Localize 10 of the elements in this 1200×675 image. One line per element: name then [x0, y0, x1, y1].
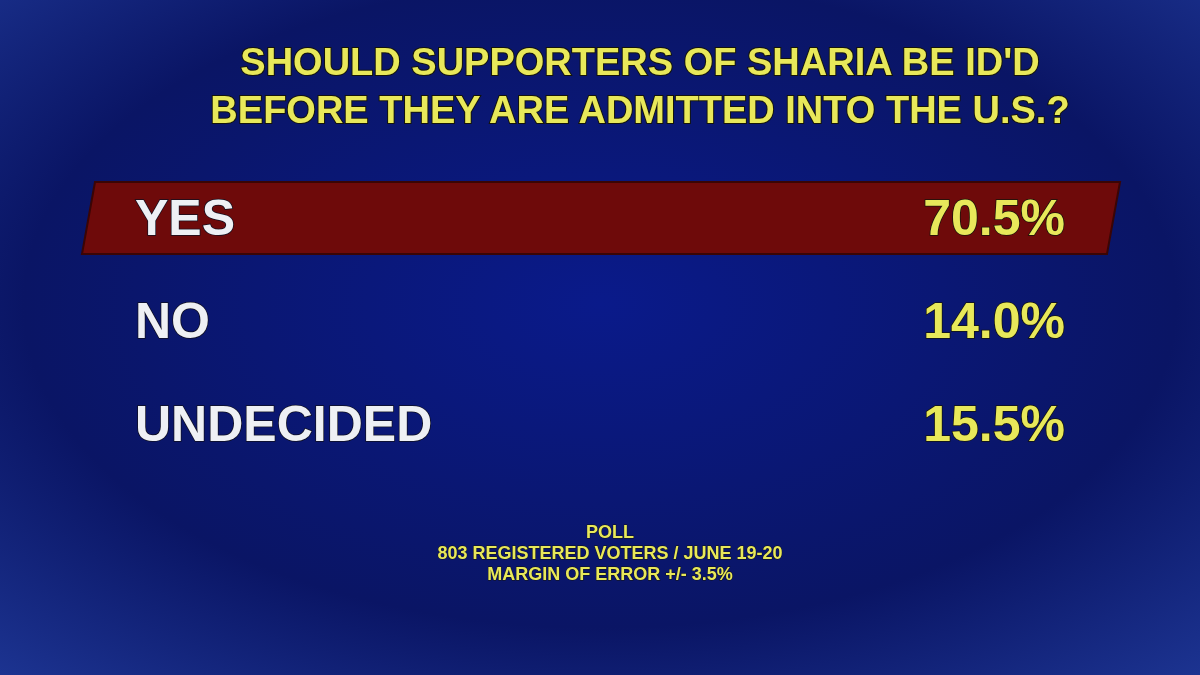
- text: MARGIN OF ERROR +/- 3.5%: [487, 564, 733, 584]
- data-label: 15.5%: [923, 396, 1065, 452]
- category-label: NO: [135, 293, 210, 349]
- data-label: 70.5%: [923, 190, 1065, 246]
- category-label: YES: [135, 190, 236, 246]
- text: POLL: [586, 522, 634, 542]
- category-label: UNDECIDED: [135, 396, 433, 452]
- data-label: 14.0%: [923, 293, 1065, 349]
- text: SHOULD SUPPORTERS OF SHARIA BE ID'D BEFORE THEY ARE ADMITTED INTO THE U.S.?: [210, 41, 1070, 131]
- text: 803 REGISTERED VOTERS / JUNE 19-20: [437, 543, 783, 563]
